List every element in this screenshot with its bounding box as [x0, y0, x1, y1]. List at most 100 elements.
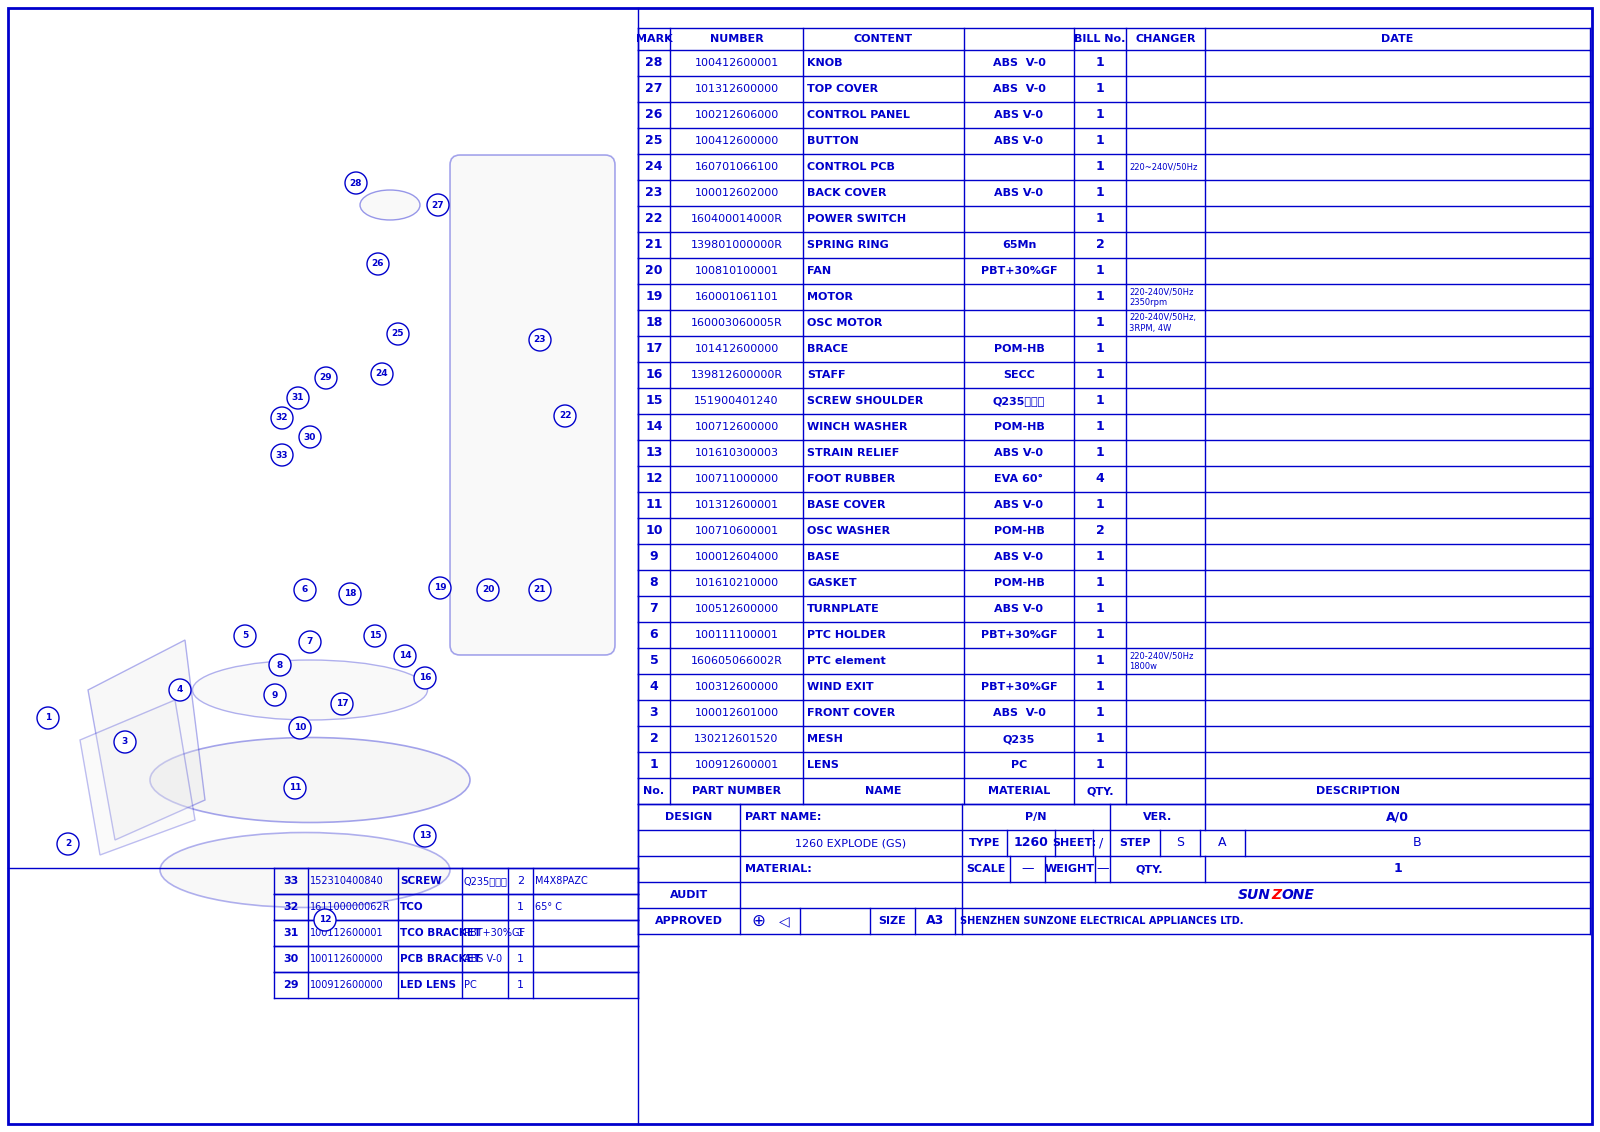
Circle shape	[339, 583, 362, 604]
Text: 100412600000: 100412600000	[694, 136, 779, 146]
Text: Q235镇彩锌: Q235镇彩锌	[994, 396, 1045, 406]
Text: WEIGHT: WEIGHT	[1045, 864, 1094, 874]
Text: OSC WASHER: OSC WASHER	[806, 526, 890, 535]
Text: 18: 18	[344, 590, 357, 599]
Text: Q235: Q235	[1003, 734, 1035, 744]
Circle shape	[414, 667, 435, 689]
Text: 5: 5	[650, 654, 658, 668]
Ellipse shape	[360, 190, 419, 220]
Text: 6: 6	[302, 585, 309, 594]
Text: 1: 1	[1096, 369, 1104, 381]
Text: PBT+30%GF: PBT+30%GF	[981, 266, 1058, 276]
Text: 1: 1	[517, 954, 525, 964]
Text: ONE: ONE	[1282, 887, 1315, 902]
Text: TYPE: TYPE	[968, 838, 1000, 848]
Text: 18: 18	[645, 317, 662, 329]
Circle shape	[371, 363, 394, 385]
Text: SCREW: SCREW	[400, 876, 442, 886]
Text: EVA 60°: EVA 60°	[995, 474, 1043, 484]
Text: 29: 29	[320, 374, 333, 383]
Text: 100710600001: 100710600001	[694, 526, 779, 535]
Text: GASKET: GASKET	[806, 578, 856, 588]
Text: 100212606000: 100212606000	[694, 110, 779, 120]
Text: 100512600000: 100512600000	[694, 604, 779, 614]
Text: 14: 14	[398, 652, 411, 660]
Ellipse shape	[192, 660, 427, 720]
Text: FRONT COVER: FRONT COVER	[806, 708, 896, 718]
Text: 1: 1	[1096, 758, 1104, 772]
Text: PTC element: PTC element	[806, 657, 886, 666]
Text: LED LENS: LED LENS	[400, 980, 456, 990]
Text: 100112600000: 100112600000	[310, 954, 384, 964]
Text: 3: 3	[650, 706, 658, 720]
Circle shape	[264, 684, 286, 706]
Text: SHEET:: SHEET:	[1051, 838, 1096, 848]
Text: 101312600001: 101312600001	[694, 500, 779, 511]
Text: B: B	[1413, 837, 1422, 849]
Text: 100312600000: 100312600000	[694, 681, 779, 692]
Circle shape	[299, 631, 322, 653]
Text: 1: 1	[1096, 187, 1104, 199]
Text: 100711000000: 100711000000	[694, 474, 779, 484]
Circle shape	[554, 405, 576, 427]
Text: BILL No.: BILL No.	[1074, 34, 1126, 44]
Text: 161100000062R: 161100000062R	[310, 902, 390, 912]
Text: 1: 1	[1096, 602, 1104, 616]
Text: STEP: STEP	[1120, 838, 1150, 848]
Text: 139812600000R: 139812600000R	[691, 370, 782, 380]
Text: VER.: VER.	[1142, 812, 1173, 822]
Circle shape	[294, 578, 317, 601]
Text: 65Mn: 65Mn	[1002, 240, 1037, 250]
Text: 32: 32	[275, 413, 288, 422]
Text: 1: 1	[1096, 57, 1104, 69]
Circle shape	[37, 708, 59, 729]
Text: 1: 1	[1394, 863, 1402, 875]
Text: 9: 9	[272, 691, 278, 700]
Text: 100111100001: 100111100001	[694, 631, 779, 640]
Text: 31: 31	[291, 394, 304, 403]
Text: 25: 25	[645, 135, 662, 147]
Text: 151900401240: 151900401240	[694, 396, 779, 406]
FancyBboxPatch shape	[450, 155, 614, 655]
Text: 16: 16	[645, 369, 662, 381]
Text: 100412600001: 100412600001	[694, 58, 779, 68]
Text: 130212601520: 130212601520	[694, 734, 779, 744]
Text: 11: 11	[645, 498, 662, 512]
Text: PBT+30%GF: PBT+30%GF	[981, 631, 1058, 640]
Polygon shape	[80, 700, 195, 855]
Text: TURNPLATE: TURNPLATE	[806, 604, 880, 614]
Text: 21: 21	[534, 585, 546, 594]
Text: 9: 9	[650, 550, 658, 564]
Circle shape	[394, 645, 416, 667]
Ellipse shape	[150, 738, 470, 823]
Text: AUDIT: AUDIT	[670, 890, 709, 900]
Circle shape	[387, 323, 410, 345]
Text: P/N: P/N	[1026, 812, 1046, 822]
Text: 160400014000R: 160400014000R	[691, 214, 782, 224]
Text: SCREW SHOULDER: SCREW SHOULDER	[806, 396, 923, 406]
Circle shape	[270, 408, 293, 429]
Text: 220-240V/50Hz
1800w: 220-240V/50Hz 1800w	[1130, 651, 1194, 670]
Text: APPROVED: APPROVED	[654, 916, 723, 926]
Text: 15: 15	[645, 394, 662, 408]
Text: CHANGER: CHANGER	[1136, 34, 1195, 44]
Text: MARK: MARK	[635, 34, 672, 44]
Text: 2: 2	[517, 876, 525, 886]
Text: ABS  V-0: ABS V-0	[992, 708, 1045, 718]
Text: ◁: ◁	[779, 914, 789, 928]
Text: 2: 2	[1096, 524, 1104, 538]
Text: PART NAME:: PART NAME:	[746, 812, 821, 822]
Polygon shape	[88, 640, 205, 840]
Text: 220~240V/50Hz: 220~240V/50Hz	[1130, 163, 1197, 172]
Text: 1: 1	[1096, 498, 1104, 512]
Text: 1: 1	[1096, 680, 1104, 694]
Text: 14: 14	[645, 420, 662, 434]
Text: 8: 8	[650, 576, 658, 590]
Text: STAFF: STAFF	[806, 370, 845, 380]
Text: 6: 6	[650, 628, 658, 642]
Text: DESCRIPTION: DESCRIPTION	[1315, 786, 1400, 796]
Text: 160001061101: 160001061101	[694, 292, 779, 302]
Text: 100012601000: 100012601000	[694, 708, 779, 718]
Text: 220-240V/50Hz
2350rpm: 220-240V/50Hz 2350rpm	[1130, 288, 1194, 307]
Text: 1: 1	[1096, 83, 1104, 95]
